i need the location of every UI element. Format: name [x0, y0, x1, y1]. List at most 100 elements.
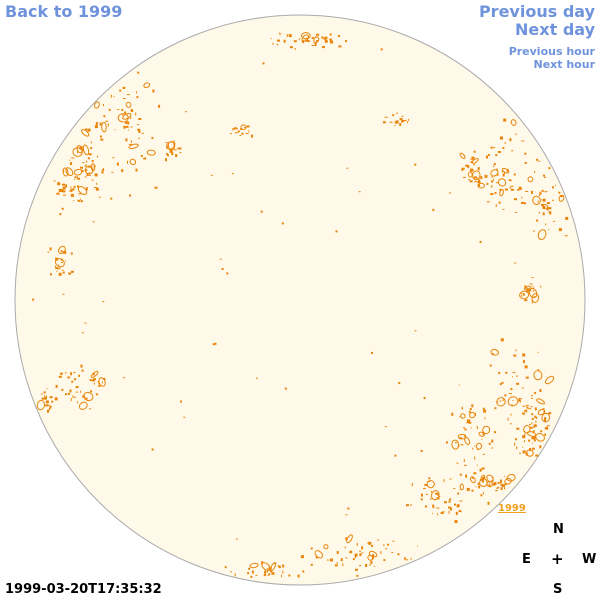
contour-mark: [524, 430, 526, 433]
contour-mark: [313, 42, 315, 44]
contour-mark: [74, 396, 76, 398]
contour-mark: [89, 379, 92, 381]
contour-mark: [450, 507, 452, 511]
contour-mark: [492, 178, 494, 181]
contour-mark: [552, 186, 554, 189]
contour-mark: [537, 408, 546, 416]
contour-mark: [558, 191, 561, 194]
contour-mark: [484, 417, 486, 420]
contour-mark: [502, 208, 505, 210]
contour-mark: [515, 212, 518, 213]
contour-mark: [538, 211, 540, 214]
contour-mark: [491, 185, 493, 188]
contour-mark: [564, 235, 568, 237]
contour-mark: [461, 406, 463, 410]
contour-mark: [81, 332, 84, 334]
contour-mark: [404, 559, 408, 561]
contour-mark: [356, 542, 358, 546]
contour-mark: [49, 396, 53, 399]
contour-mark: [507, 396, 519, 407]
contour-mark: [372, 554, 375, 558]
contour-mark: [478, 431, 485, 437]
contour-mark: [62, 293, 65, 295]
contour-mark: [288, 574, 291, 577]
contour-mark: [251, 570, 254, 574]
contour-mark: [310, 563, 313, 566]
contour-mark: [515, 438, 518, 441]
contour-mark: [68, 376, 71, 378]
contour-mark: [371, 544, 373, 547]
contour-mark: [315, 556, 318, 559]
contour-mark: [463, 464, 467, 466]
contour-mark: [130, 117, 132, 120]
contour-mark: [235, 538, 238, 540]
contour-mark: [535, 416, 538, 419]
contour-mark: [282, 570, 284, 574]
previous-day-link[interactable]: Previous day: [478, 2, 595, 21]
contour-mark: [423, 487, 426, 489]
back-to-year-link[interactable]: Back to 1999: [5, 2, 123, 21]
contour-mark: [504, 483, 507, 486]
contour-mark: [540, 285, 542, 288]
contour-mark: [467, 171, 473, 178]
contour-mark: [466, 419, 470, 422]
contour-mark: [496, 487, 500, 489]
contour-mark: [86, 160, 88, 163]
contour-mark: [459, 500, 463, 502]
contour-mark: [473, 176, 477, 179]
contour-mark: [502, 173, 505, 177]
contour-mark: [526, 406, 529, 409]
contour-mark: [251, 134, 253, 138]
contour-mark: [380, 551, 382, 555]
year-marker-link[interactable]: 1999: [498, 503, 526, 514]
compass-center-icon: +: [551, 550, 564, 568]
contour-mark: [510, 188, 514, 191]
contour-mark: [482, 492, 484, 495]
contour-mark: [45, 404, 49, 407]
contour-mark: [472, 170, 481, 181]
contour-mark: [532, 430, 535, 433]
contour-mark: [62, 167, 69, 177]
contour-mark: [477, 167, 480, 171]
next-hour-link[interactable]: Next hour: [533, 58, 596, 71]
contour-mark: [276, 44, 279, 46]
contour-mark: [96, 182, 98, 185]
contour-mark: [101, 169, 104, 170]
contour-mark: [289, 46, 293, 49]
contour-mark: [336, 562, 338, 564]
contour-mark: [102, 301, 105, 303]
contour-mark: [488, 482, 490, 484]
contour-mark: [536, 398, 546, 405]
contour-mark: [80, 198, 81, 200]
contour-mark: [512, 376, 513, 378]
contour-mark: [451, 439, 460, 450]
contour-mark: [270, 38, 272, 40]
contour-mark: [58, 375, 62, 378]
contour-mark: [524, 299, 528, 302]
contour-mark: [368, 564, 371, 566]
contour-mark: [322, 36, 324, 39]
contour-mark: [456, 504, 460, 508]
contour-mark: [76, 176, 78, 179]
contour-mark: [510, 185, 514, 187]
contour-mark: [107, 123, 109, 127]
contour-mark: [51, 400, 54, 403]
contour-mark: [255, 574, 258, 576]
contour-mark: [534, 415, 537, 418]
contour-mark: [300, 555, 304, 559]
contour-mark: [173, 141, 175, 143]
contour-mark: [282, 564, 285, 568]
contour-mark: [337, 35, 340, 37]
next-day-link[interactable]: Next day: [515, 20, 595, 39]
contour-mark: [84, 322, 87, 324]
contour-mark: [528, 439, 531, 442]
contour-mark: [499, 188, 502, 191]
contour-mark: [141, 132, 144, 134]
contour-mark: [68, 272, 72, 275]
previous-hour-link[interactable]: Previous hour: [508, 45, 595, 58]
contour-mark: [521, 196, 523, 199]
contour-mark: [522, 412, 526, 415]
contour-mark: [365, 564, 368, 567]
contour-mark: [539, 389, 542, 392]
contour-mark: [539, 445, 542, 449]
